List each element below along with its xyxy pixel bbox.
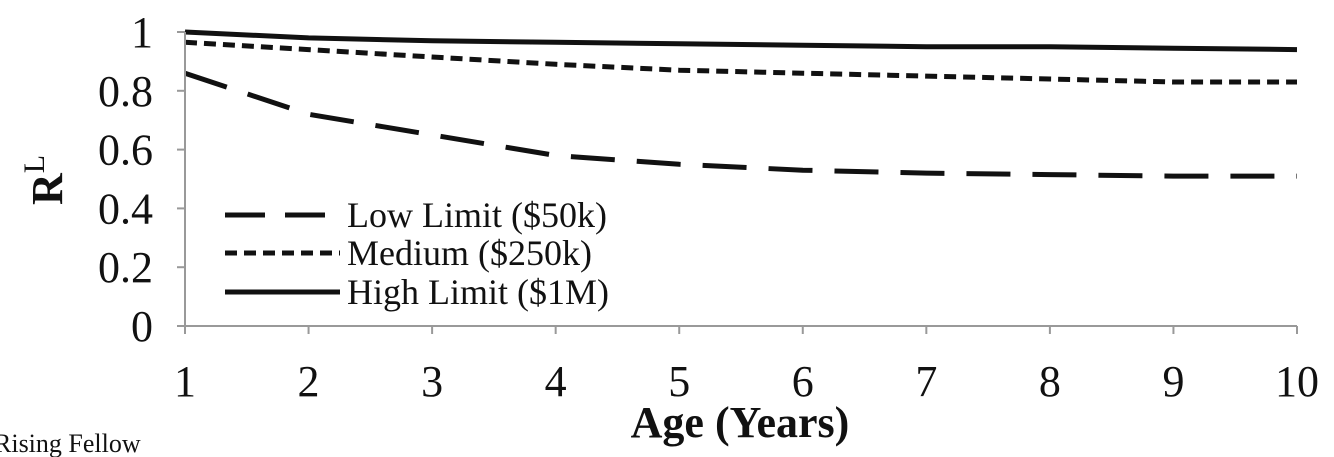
y-tick-label: 1 xyxy=(131,8,153,57)
x-tick-label: 4 xyxy=(545,357,567,406)
x-tick-label: 3 xyxy=(421,357,443,406)
footer-label: Rising Fellow xyxy=(0,429,141,457)
x-tick-label: 7 xyxy=(915,357,937,406)
y-axis-title-superscript: L xyxy=(18,155,51,173)
x-axis-title: Age (Years) xyxy=(631,398,850,447)
legend-label-2: Medium ($250k) xyxy=(347,233,592,273)
y-tick-label: 0.4 xyxy=(98,184,153,233)
legend-label-1: Low Limit ($50k) xyxy=(347,195,607,235)
legend-label-3: High Limit ($1M) xyxy=(347,272,609,312)
y-tick-label: 0.2 xyxy=(98,243,153,292)
y-tick-label: 0.8 xyxy=(98,67,153,116)
x-tick-label: 8 xyxy=(1039,357,1061,406)
y-axis-title-main: R xyxy=(23,172,72,205)
y-tick-label: 0.6 xyxy=(98,126,153,175)
x-tick-label: 1 xyxy=(174,357,196,406)
x-tick-label: 6 xyxy=(792,357,814,406)
x-tick-label: 9 xyxy=(1162,357,1184,406)
series-line-2 xyxy=(184,39,1297,85)
y-ticks: 0 0.2 0.4 0.6 0.8 1 xyxy=(98,8,185,351)
axes xyxy=(184,32,1297,327)
y-tick-label: 0 xyxy=(131,302,153,351)
series-line-3 xyxy=(184,29,1298,53)
y-axis-title: RL xyxy=(18,155,72,205)
plot-lines xyxy=(184,29,1298,179)
series-line-1 xyxy=(184,70,1297,179)
x-tick-label: 2 xyxy=(298,357,320,406)
legend: Low Limit ($50k)Medium ($250k)High Limit… xyxy=(225,195,609,312)
x-tick-label: 10 xyxy=(1275,357,1319,406)
x-tick-label: 5 xyxy=(668,357,690,406)
x-ticks: 1 2 3 4 5 6 7 8 9 10 xyxy=(174,326,1319,406)
